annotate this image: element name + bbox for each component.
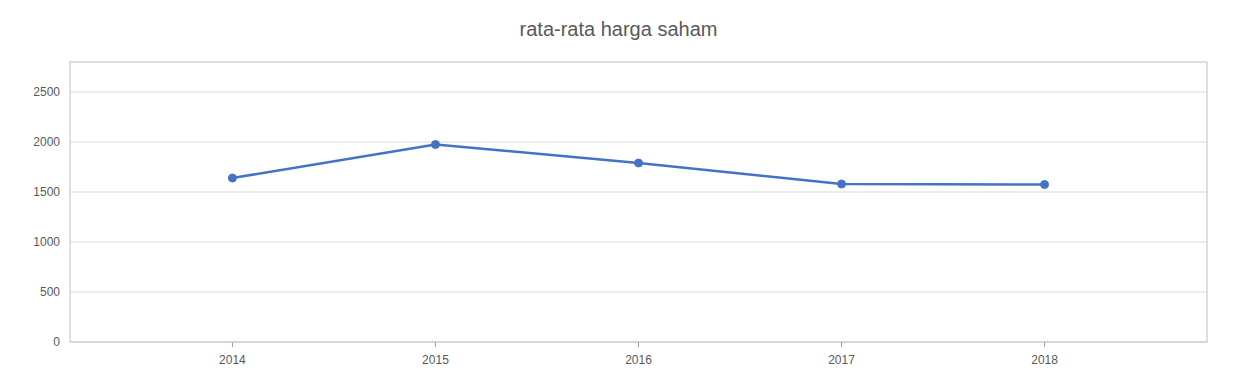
line — [232, 145, 1044, 185]
point — [635, 159, 643, 167]
grid-line — [70, 142, 1207, 143]
x-tick — [232, 342, 233, 347]
x-tick — [1044, 342, 1045, 347]
point — [431, 141, 439, 149]
x-tick — [841, 342, 842, 347]
y-tick-label: 1000 — [33, 235, 60, 249]
x-tick — [638, 342, 639, 347]
x-tick-label: 2016 — [625, 353, 652, 367]
y-tick-label: 2500 — [33, 85, 60, 99]
x-tick-label: 2014 — [219, 353, 246, 367]
x-tick-label: 2015 — [422, 353, 449, 367]
data-group — [228, 141, 1048, 189]
x-tick — [435, 342, 436, 347]
x-tick-label: 2017 — [828, 353, 855, 367]
chart-svg: rata-rata harga saham 0 500 1000 1500 2000 250… — [0, 0, 1237, 388]
plot-frame — [70, 62, 1207, 342]
grid — [70, 92, 1207, 342]
page: {"chart_data": {"type": "line", "title":… — [0, 0, 1237, 388]
point — [838, 180, 846, 188]
chart-container: rata-rata harga saham 0 500 1000 1500 2000 250… — [0, 0, 1237, 388]
point — [1041, 181, 1049, 189]
y-tick-label: 500 — [40, 285, 60, 299]
y-tick-label: 0 — [53, 335, 60, 349]
grid-line — [70, 242, 1207, 243]
grid-line — [70, 292, 1207, 293]
grid-line — [70, 192, 1207, 193]
grid-line — [70, 92, 1207, 93]
y-tick-label: 1500 — [33, 185, 60, 199]
y-tick-label: 2000 — [33, 135, 60, 149]
x-tick-label: 2018 — [1031, 353, 1058, 367]
point — [228, 174, 236, 182]
chart-title: rata-rata harga saham — [520, 18, 718, 40]
